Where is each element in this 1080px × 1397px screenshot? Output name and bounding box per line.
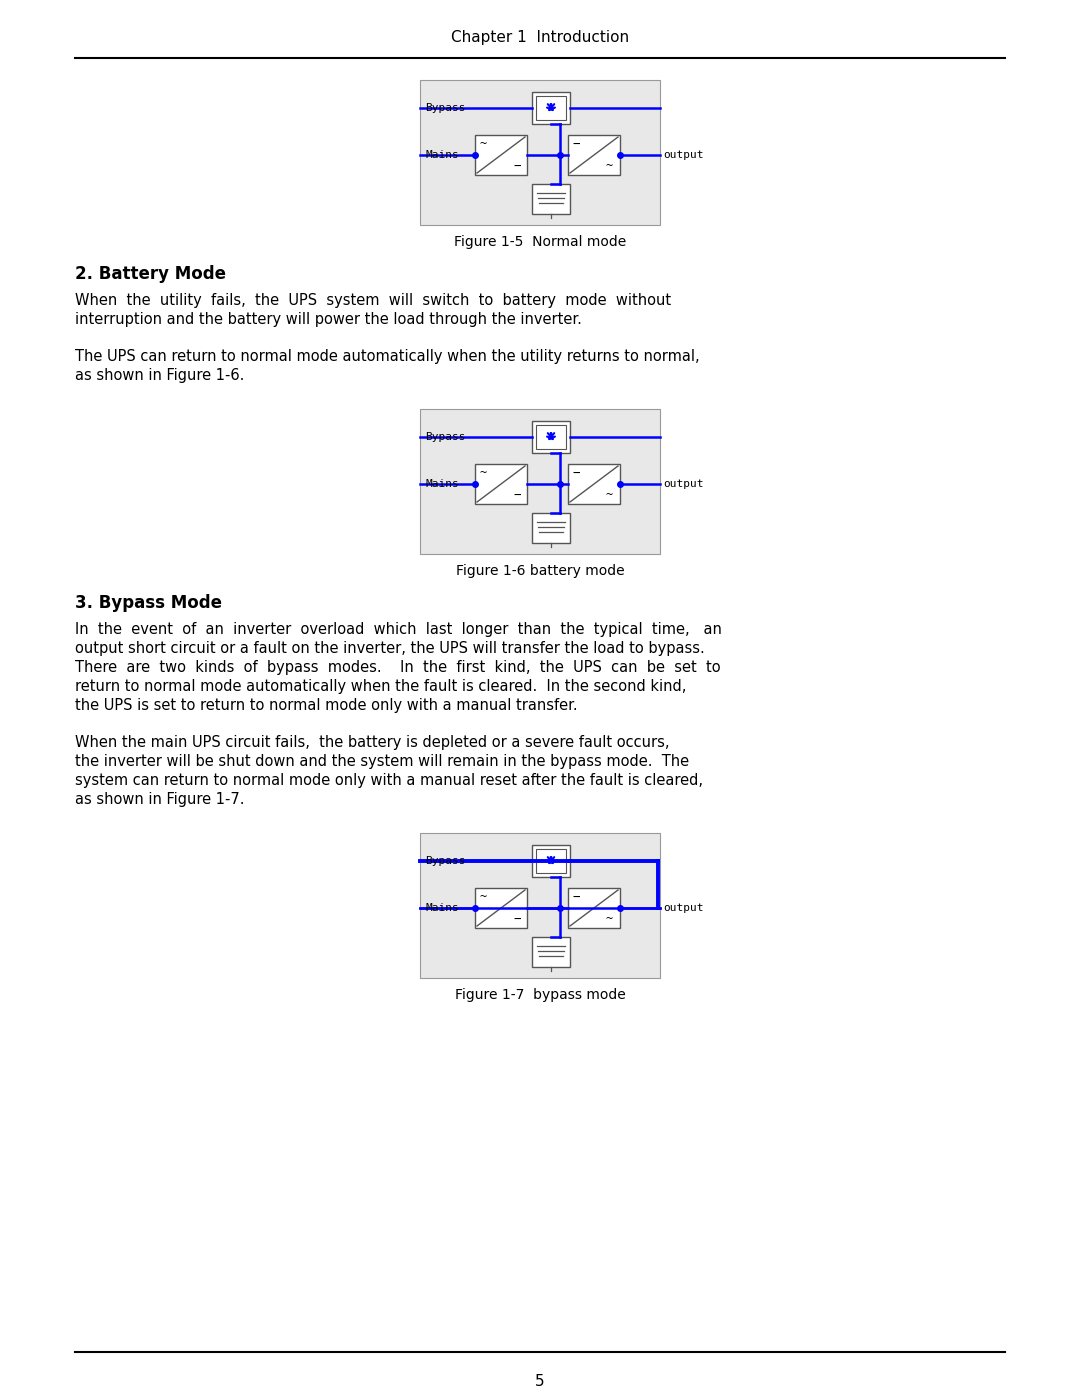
Text: as shown in Figure 1-7.: as shown in Figure 1-7. (75, 792, 244, 807)
Text: Figure 1-5  Normal mode: Figure 1-5 Normal mode (454, 235, 626, 249)
Text: −: − (572, 890, 580, 904)
Text: In  the  event  of  an  inverter  overload  which  last  longer  than  the  typi: In the event of an inverter overload whi… (75, 622, 721, 637)
Text: −: − (513, 159, 521, 172)
Text: interruption and the battery will power the load through the inverter.: interruption and the battery will power … (75, 312, 582, 327)
Text: −: − (572, 467, 580, 479)
Text: output: output (663, 479, 703, 489)
Text: Bypass: Bypass (426, 103, 465, 113)
Bar (568, 888, 620, 928)
Bar (536, 96, 566, 120)
Bar (568, 464, 620, 504)
Text: Mains: Mains (426, 902, 459, 914)
Text: 3. Bypass Mode: 3. Bypass Mode (75, 594, 222, 612)
Text: 5: 5 (536, 1375, 544, 1389)
Text: output short circuit or a fault on the inverter, the UPS will transfer the load : output short circuit or a fault on the i… (75, 641, 705, 657)
Text: ~: ~ (606, 159, 613, 172)
Text: −: − (572, 137, 580, 151)
Text: the UPS is set to return to normal mode only with a manual transfer.: the UPS is set to return to normal mode … (75, 698, 578, 712)
Bar (536, 425, 566, 448)
Bar (475, 888, 527, 928)
Text: Bypass: Bypass (426, 856, 465, 866)
Text: ~: ~ (480, 467, 486, 479)
Text: output: output (663, 149, 703, 161)
Bar (532, 184, 570, 214)
Text: output: output (663, 902, 703, 914)
Text: 2. Battery Mode: 2. Battery Mode (75, 265, 226, 284)
Text: ~: ~ (606, 912, 613, 925)
Text: Figure 1-7  bypass mode: Figure 1-7 bypass mode (455, 988, 625, 1002)
Text: ~: ~ (480, 137, 486, 151)
Text: Bypass: Bypass (426, 432, 465, 441)
Bar (420, 833, 660, 978)
Text: return to normal mode automatically when the fault is cleared.  In the second ki: return to normal mode automatically when… (75, 679, 687, 694)
Text: Figure 1-6 battery mode: Figure 1-6 battery mode (456, 564, 624, 578)
Bar (532, 92, 570, 124)
Text: −: − (513, 912, 521, 925)
Bar (532, 845, 570, 877)
Bar (536, 849, 566, 873)
Text: −: − (513, 489, 521, 502)
Text: The UPS can return to normal mode automatically when the utility returns to norm: The UPS can return to normal mode automa… (75, 349, 700, 365)
Bar (532, 513, 570, 543)
Bar (475, 136, 527, 175)
Text: ~: ~ (480, 890, 486, 904)
Bar (475, 464, 527, 504)
Text: the inverter will be shut down and the system will remain in the bypass mode.  T: the inverter will be shut down and the s… (75, 754, 689, 768)
Bar (420, 80, 660, 225)
Bar (532, 420, 570, 453)
Bar (568, 136, 620, 175)
Text: When the main UPS circuit fails,  the battery is depleted or a severe fault occu: When the main UPS circuit fails, the bat… (75, 735, 670, 750)
Text: Mains: Mains (426, 149, 459, 161)
Text: Mains: Mains (426, 479, 459, 489)
Text: There  are  two  kinds  of  bypass  modes.    In  the  first  kind,  the  UPS  c: There are two kinds of bypass modes. In … (75, 659, 720, 675)
Text: When  the  utility  fails,  the  UPS  system  will  switch  to  battery  mode  w: When the utility fails, the UPS system w… (75, 293, 671, 307)
Text: system can return to normal mode only with a manual reset after the fault is cle: system can return to normal mode only wi… (75, 773, 703, 788)
Text: as shown in Figure 1-6.: as shown in Figure 1-6. (75, 367, 244, 383)
Text: ~: ~ (606, 489, 613, 502)
Text: Chapter 1  Introduction: Chapter 1 Introduction (451, 29, 629, 45)
Bar (532, 937, 570, 967)
Bar (420, 409, 660, 555)
